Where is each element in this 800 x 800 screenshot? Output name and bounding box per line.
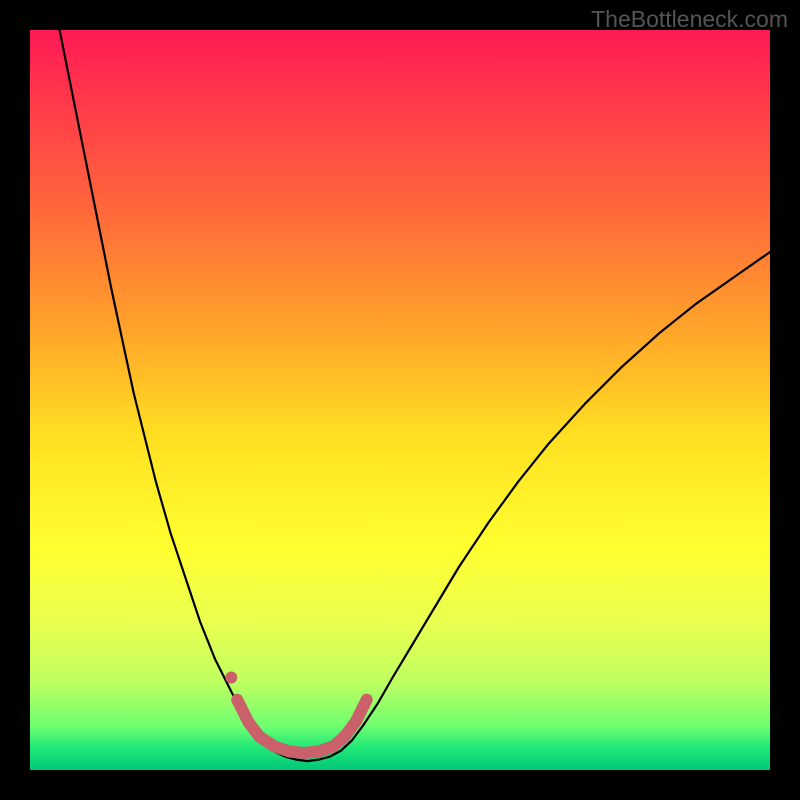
marker-dot bbox=[225, 672, 237, 684]
chart-background bbox=[30, 30, 770, 770]
chart-frame: TheBottleneck.com bbox=[0, 0, 800, 800]
watermark-text: TheBottleneck.com bbox=[591, 6, 788, 33]
bottleneck-chart bbox=[30, 30, 770, 770]
